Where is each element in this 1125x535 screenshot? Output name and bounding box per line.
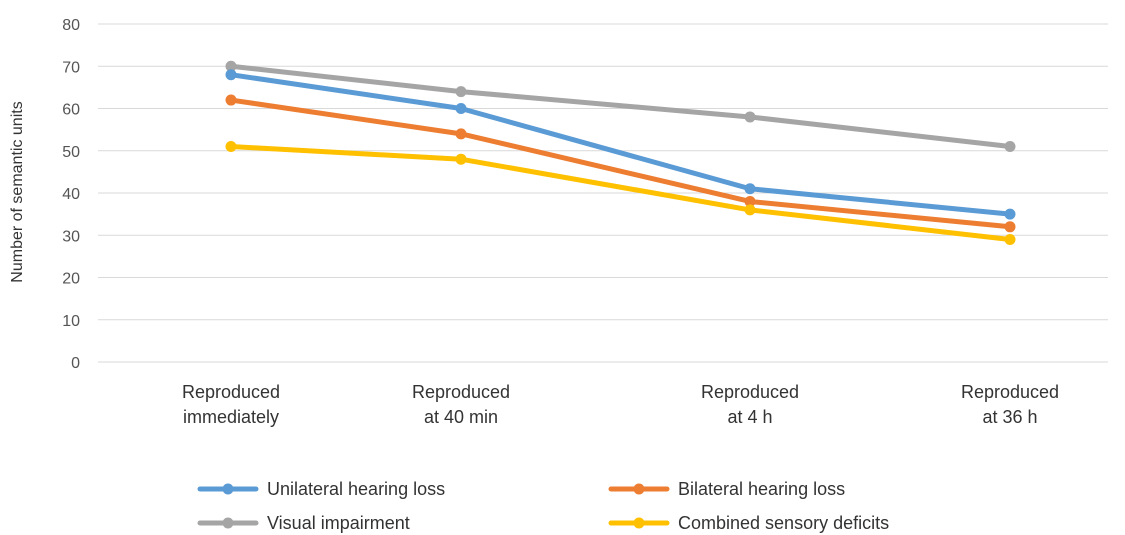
y-axis-ticks: 0 10 20 30 40 50 60 70 80 — [62, 17, 80, 372]
series-unilateral-hearing-loss — [225, 69, 1016, 220]
x-category-label-line: Reproduced — [701, 382, 799, 402]
legend-swatch-marker — [222, 483, 234, 495]
legend-item: Bilateral hearing loss — [608, 479, 845, 499]
y-tick-label: 20 — [62, 271, 80, 288]
legend-label: Combined sensory deficits — [678, 513, 889, 533]
data-point — [225, 94, 237, 106]
data-point — [455, 128, 467, 140]
series-line — [228, 97, 1013, 230]
series-line — [228, 63, 1013, 150]
y-tick-label: 0 — [71, 355, 80, 372]
data-point — [744, 195, 756, 207]
legend-swatch-marker — [633, 483, 645, 495]
y-tick-label: 40 — [62, 186, 80, 203]
gridlines — [98, 23, 1108, 363]
x-category-label-line: at 36 h — [982, 407, 1037, 427]
legend-swatch-marker — [633, 517, 645, 529]
data-point — [744, 111, 756, 123]
x-category-label: Reproduced at 36 h — [961, 382, 1059, 427]
data-point — [744, 183, 756, 195]
legend-item: Visual impairment — [197, 513, 410, 533]
series-visual-impairment — [225, 60, 1016, 153]
data-point — [1004, 141, 1016, 153]
x-category-label-line: immediately — [183, 407, 279, 427]
legend-swatch-marker — [222, 517, 234, 529]
series-line — [228, 144, 1013, 242]
legend-item: Combined sensory deficits — [608, 513, 889, 533]
y-tick-label: 80 — [62, 17, 80, 34]
legend-label: Visual impairment — [267, 513, 410, 533]
x-category-label-line: Reproduced — [412, 382, 510, 402]
x-category-label: Reproduced at 40 min — [412, 382, 510, 427]
y-tick-label: 70 — [62, 59, 80, 76]
x-category-label-line: at 40 min — [424, 407, 498, 427]
data-point — [225, 60, 237, 72]
data-point — [225, 141, 237, 153]
data-point — [1004, 221, 1016, 233]
x-category-label-line: at 4 h — [727, 407, 772, 427]
legend: Unilateral hearing loss Bilateral hearing… — [197, 479, 889, 533]
data-series — [225, 60, 1016, 245]
x-category-label-line: Reproduced — [961, 382, 1059, 402]
series-bilateral-hearing-loss — [225, 94, 1016, 233]
data-point — [1004, 208, 1016, 220]
x-axis-category-labels: Reproduced immediately Reproduced at 40 min… — [182, 382, 1059, 427]
legend-label: Bilateral hearing loss — [678, 479, 845, 499]
y-tick-label: 50 — [62, 144, 80, 161]
y-tick-label: 10 — [62, 313, 80, 330]
legend-item: Unilateral hearing loss — [197, 479, 445, 499]
data-point — [455, 153, 467, 165]
series-combined-sensory-deficits — [225, 141, 1016, 245]
data-point — [1004, 233, 1016, 245]
y-axis-title: Number of semantic units — [9, 101, 26, 282]
series-line — [228, 72, 1013, 217]
data-point — [744, 204, 756, 216]
data-point — [455, 86, 467, 98]
data-point — [455, 103, 467, 114]
y-tick-label: 60 — [62, 102, 80, 119]
x-category-label: Reproduced at 4 h — [701, 382, 799, 427]
y-tick-label: 30 — [62, 228, 80, 245]
x-category-label: Reproduced immediately — [182, 382, 280, 427]
data-point — [225, 69, 237, 81]
legend-label: Unilateral hearing loss — [267, 479, 445, 499]
x-category-label-line: Reproduced — [182, 382, 280, 402]
